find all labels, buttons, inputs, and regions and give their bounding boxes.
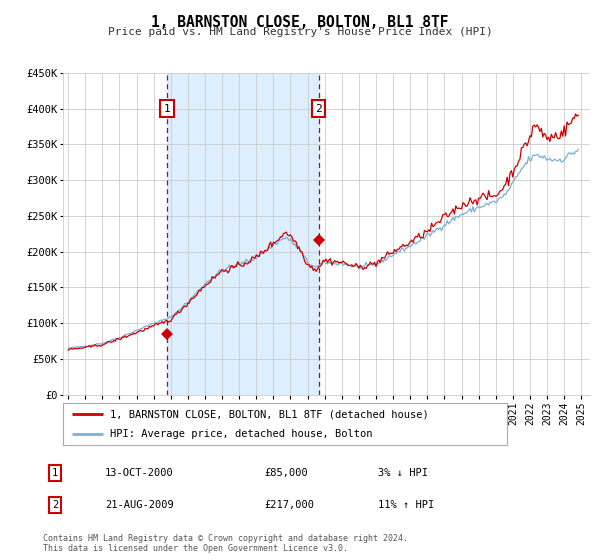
Bar xyxy=(167,73,319,395)
Text: 2: 2 xyxy=(52,500,58,510)
Text: Price paid vs. HM Land Registry's House Price Index (HPI): Price paid vs. HM Land Registry's House … xyxy=(107,27,493,37)
Text: 11% ↑ HPI: 11% ↑ HPI xyxy=(378,500,434,510)
Text: 1: 1 xyxy=(164,104,170,114)
Text: 1: 1 xyxy=(52,468,58,478)
Text: £85,000: £85,000 xyxy=(264,468,308,478)
Text: 13-OCT-2000: 13-OCT-2000 xyxy=(105,468,174,478)
Text: HPI: Average price, detached house, Bolton: HPI: Average price, detached house, Bolt… xyxy=(110,430,372,439)
Text: 1, BARNSTON CLOSE, BOLTON, BL1 8TF (detached house): 1, BARNSTON CLOSE, BOLTON, BL1 8TF (deta… xyxy=(110,409,428,419)
Text: 21-AUG-2009: 21-AUG-2009 xyxy=(105,500,174,510)
Text: 3% ↓ HPI: 3% ↓ HPI xyxy=(378,468,428,478)
Text: 1, BARNSTON CLOSE, BOLTON, BL1 8TF: 1, BARNSTON CLOSE, BOLTON, BL1 8TF xyxy=(151,15,449,30)
Text: £217,000: £217,000 xyxy=(264,500,314,510)
Text: 2: 2 xyxy=(315,104,322,114)
Text: Contains HM Land Registry data © Crown copyright and database right 2024.
This d: Contains HM Land Registry data © Crown c… xyxy=(43,534,408,553)
